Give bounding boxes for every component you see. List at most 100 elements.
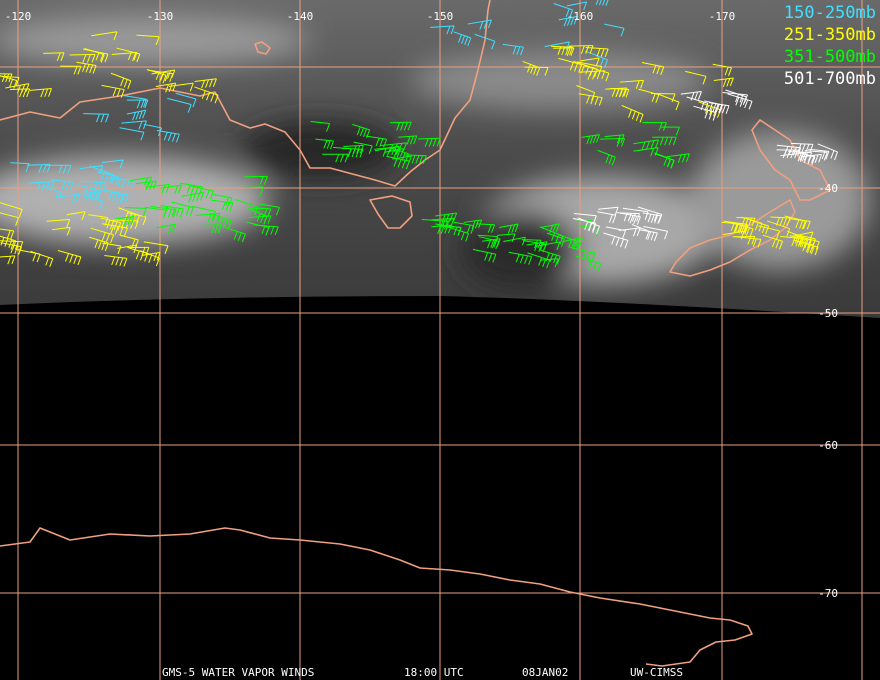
barb-shaft [585, 46, 609, 50]
barb-tick [596, 48, 601, 57]
barb-tick [260, 214, 265, 224]
wind-barb [444, 225, 470, 242]
barb-tick [719, 104, 724, 114]
barb-tick [13, 80, 18, 89]
barb-shaft [168, 82, 194, 87]
barb-tick [347, 148, 352, 157]
barb-tick [398, 143, 403, 152]
barb-tick [807, 240, 812, 249]
barb-tick [795, 238, 800, 247]
barb-tick [591, 92, 596, 101]
wind-barb [541, 223, 560, 234]
legend-entry: 150-250mb [784, 3, 876, 23]
barb-shaft [51, 226, 71, 231]
barb-tick [11, 255, 16, 265]
wind-barb [332, 146, 352, 157]
barb-tick [595, 134, 600, 143]
barb-tick [94, 239, 99, 249]
barb-tick [655, 139, 659, 149]
barb-tick [97, 240, 102, 250]
barb-tick [632, 228, 637, 237]
barb-tick [659, 137, 664, 146]
barb-shaft [69, 53, 96, 56]
barb-tick [100, 53, 104, 62]
barb-shaft [171, 201, 194, 209]
barb-shaft [374, 146, 400, 150]
wind-barb [28, 181, 55, 191]
wind-barb [203, 224, 222, 234]
barb-tick [229, 202, 234, 212]
barb-tick [487, 239, 491, 249]
barb-tick [521, 237, 526, 246]
barb-tick [164, 72, 169, 82]
footer-text: GMS-5 WATER VAPOR WINDS [162, 666, 314, 679]
barb-tick [615, 88, 620, 97]
barb-shaft [160, 205, 184, 210]
barb-tick [106, 219, 111, 229]
barb-shaft [732, 221, 754, 230]
barb-shaft [776, 144, 801, 149]
barb-tick [136, 99, 141, 109]
wind-barb [365, 135, 388, 148]
barb-shaft [143, 241, 169, 247]
barb-tick [91, 54, 96, 63]
barb-shaft [111, 51, 137, 55]
barb-tick [534, 239, 538, 249]
barb-tick [470, 225, 475, 234]
barb-shaft [127, 212, 147, 218]
wind-barb [156, 223, 176, 234]
barb-tick [560, 238, 565, 248]
cloud [0, 155, 270, 245]
longitude-label: -120 [5, 10, 32, 23]
barb-tick [101, 171, 105, 180]
barb-shaft [568, 45, 594, 47]
barb-tick [382, 148, 387, 157]
barb-tick [559, 235, 564, 245]
barb-shaft [708, 102, 730, 107]
wind-barb [0, 235, 17, 250]
barb-tick [101, 232, 106, 241]
barb-shaft [89, 236, 109, 244]
wind-barb [597, 211, 617, 224]
barb-tick [664, 231, 669, 240]
barb-shaft [666, 153, 690, 158]
barb-tick [561, 46, 566, 56]
barb-shaft [604, 134, 625, 138]
barb-shaft [430, 217, 455, 221]
barb-tick [446, 218, 451, 227]
barb-tick [95, 191, 100, 201]
wind-barb [101, 223, 128, 237]
barb-tick [424, 138, 429, 147]
barb-tick [589, 67, 594, 76]
wind-barb [235, 199, 259, 216]
barb-tick [419, 155, 424, 164]
barb-tick [740, 230, 745, 240]
barb-tick [326, 140, 331, 149]
barb-tick [568, 46, 573, 56]
barb-tick [549, 224, 554, 234]
wind-barbs [0, 0, 838, 272]
barb-tick [135, 111, 140, 120]
wind-barb [126, 99, 149, 109]
barb-tick [748, 217, 753, 227]
barb-tick [211, 224, 216, 234]
barb-tick [214, 224, 219, 234]
barb-tick [123, 258, 128, 267]
barb-shaft [144, 206, 167, 211]
barb-tick [725, 105, 730, 114]
barb-tick [49, 258, 54, 267]
barb-shaft [770, 216, 791, 219]
barb-tick [7, 255, 12, 265]
barb-shaft [558, 16, 578, 21]
barb-tick [97, 190, 102, 199]
barb-tick [124, 194, 129, 204]
barb-shaft [605, 226, 626, 232]
barb-tick [149, 181, 154, 190]
barb-tick [88, 192, 93, 201]
barb-tick [625, 89, 630, 98]
longitude-label: -160 [567, 10, 594, 23]
barb-tick [393, 149, 398, 159]
barb-shaft [10, 162, 30, 165]
barb-shaft [553, 3, 573, 11]
wind-barb [577, 217, 600, 235]
